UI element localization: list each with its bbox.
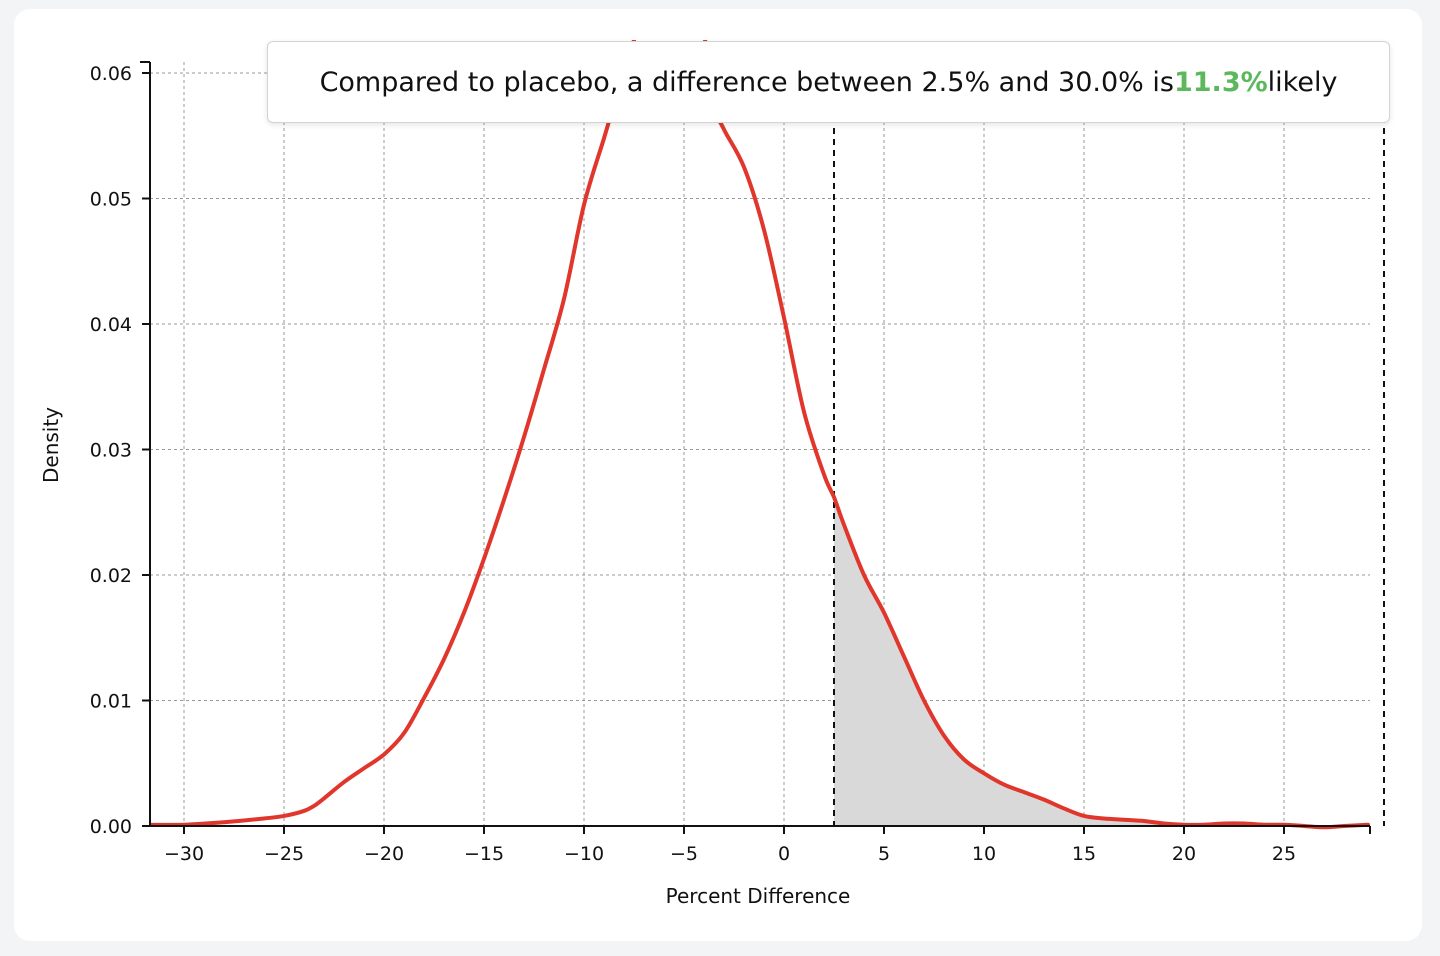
x-tick-label: 25	[1272, 843, 1296, 865]
x-tick-label: 20	[1172, 843, 1196, 865]
x-tick-label: −20	[364, 843, 404, 865]
chart-card	[14, 9, 1422, 941]
tooltip-probability-value: 11.3%	[1173, 66, 1268, 98]
x-tick-label: 0	[778, 843, 790, 865]
shaded-region-layer	[834, 497, 1368, 828]
x-tick-label: −30	[164, 843, 204, 865]
density-line-layer	[150, 40, 1370, 830]
x-tick-label: −25	[264, 843, 304, 865]
x-tick-label: −10	[564, 843, 604, 865]
y-tick-label: 0.01	[90, 691, 132, 713]
x-tick-label: 5	[878, 843, 890, 865]
x-axis-title: Percent Difference	[666, 884, 851, 908]
y-axis-title: Density	[39, 407, 63, 483]
y-tick-label: 0.04	[90, 314, 132, 336]
x-tick-label: 10	[972, 843, 996, 865]
y-tick-label: 0.06	[90, 63, 132, 85]
y-tick-label: 0.05	[90, 189, 132, 211]
density-curve	[150, 40, 1370, 830]
shaded-probability-area	[834, 497, 1368, 828]
probability-tooltip: Compared to placebo, a difference betwee…	[267, 41, 1390, 123]
grid-lines	[150, 62, 1370, 827]
y-tick-label: 0.00	[90, 816, 132, 838]
x-tick-label: −15	[464, 843, 504, 865]
y-tick-label: 0.03	[90, 440, 132, 462]
tooltip-prefix: Compared to placebo, a difference betwee…	[319, 66, 1174, 98]
y-tick-label: 0.02	[90, 565, 132, 587]
tooltip-suffix: likely	[1267, 66, 1338, 98]
x-tick-label: 15	[1072, 843, 1096, 865]
axes: −30 −25 −20 −15 −10 −5 0 5 10 15 20 25 0.00 0.01 0.02 0…	[90, 61, 1371, 865]
x-tick-label: −5	[670, 843, 698, 865]
